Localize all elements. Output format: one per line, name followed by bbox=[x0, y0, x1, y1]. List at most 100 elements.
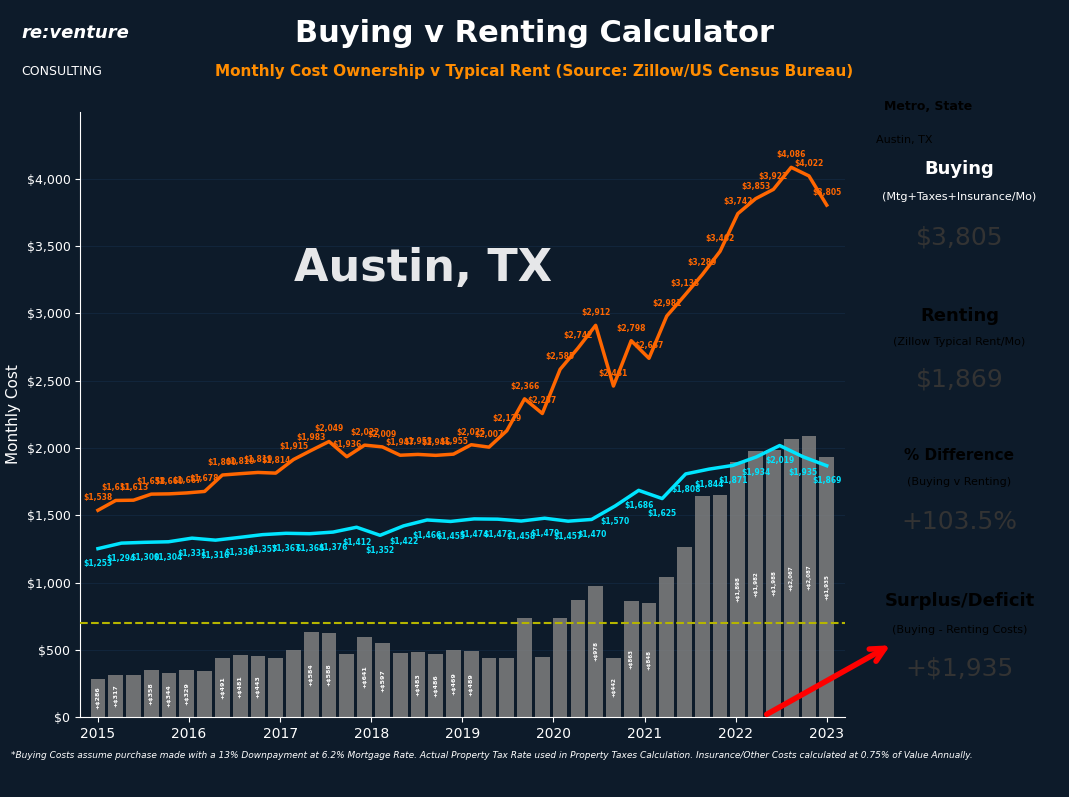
Text: Surplus/Deficit: Surplus/Deficit bbox=[884, 592, 1035, 610]
Bar bbox=[340, 654, 354, 717]
Text: +$1,935: +$1,935 bbox=[824, 574, 830, 600]
Text: % Difference: % Difference bbox=[904, 449, 1014, 463]
Text: $1,953: $1,953 bbox=[403, 438, 433, 446]
Text: $1,336: $1,336 bbox=[224, 548, 253, 557]
Text: $1,300: $1,300 bbox=[130, 553, 159, 562]
Text: +$286: +$286 bbox=[95, 687, 100, 709]
Text: $2,019: $2,019 bbox=[765, 457, 794, 465]
Text: $1,946: $1,946 bbox=[421, 438, 450, 447]
Text: +$597: +$597 bbox=[379, 669, 385, 692]
Bar bbox=[713, 495, 728, 717]
Bar bbox=[161, 673, 176, 717]
Text: +$2,087: +$2,087 bbox=[806, 564, 811, 590]
Text: $3,922: $3,922 bbox=[759, 172, 788, 181]
Text: +$2,067: +$2,067 bbox=[789, 565, 793, 591]
Text: $2,257: $2,257 bbox=[528, 396, 557, 406]
Text: Monthly Cost Ownership v Typical Rent (Source: Zillow/US Census Bureau): Monthly Cost Ownership v Typical Rent (S… bbox=[216, 65, 853, 79]
Text: $3,133: $3,133 bbox=[670, 278, 699, 288]
Text: +$491: +$491 bbox=[220, 676, 224, 699]
Text: (Buying v Renting): (Buying v Renting) bbox=[908, 477, 1011, 487]
Text: $4,086: $4,086 bbox=[776, 150, 806, 159]
Text: $1,915: $1,915 bbox=[279, 442, 308, 451]
Text: +$329: +$329 bbox=[184, 682, 189, 705]
Text: $1,331: $1,331 bbox=[177, 549, 206, 558]
Bar bbox=[748, 450, 763, 717]
Bar bbox=[730, 461, 745, 717]
Text: $1,678: $1,678 bbox=[190, 474, 219, 483]
Text: $1,934: $1,934 bbox=[742, 468, 771, 477]
Text: $1,364: $1,364 bbox=[295, 544, 324, 553]
Text: $1,316: $1,316 bbox=[201, 551, 230, 560]
Bar bbox=[464, 651, 479, 717]
Text: $1,667: $1,667 bbox=[172, 476, 202, 485]
Text: $1,935: $1,935 bbox=[789, 468, 818, 477]
Text: $1,983: $1,983 bbox=[296, 434, 326, 442]
Text: $2,366: $2,366 bbox=[510, 382, 539, 391]
Text: $2,025: $2,025 bbox=[456, 428, 485, 437]
Text: $1,570: $1,570 bbox=[601, 516, 630, 526]
Text: $3,805: $3,805 bbox=[916, 225, 1003, 249]
Text: $1,457: $1,457 bbox=[554, 532, 583, 541]
Text: $1,412: $1,412 bbox=[342, 538, 371, 547]
Text: Austin, TX: Austin, TX bbox=[294, 247, 553, 290]
Text: Metro, State: Metro, State bbox=[884, 100, 973, 112]
Bar bbox=[695, 496, 710, 717]
Text: re:venture: re:venture bbox=[21, 25, 129, 42]
Y-axis label: Monthly Cost: Monthly Cost bbox=[6, 364, 21, 465]
Text: $1,814: $1,814 bbox=[261, 456, 291, 465]
Text: $3,853: $3,853 bbox=[741, 182, 771, 190]
Text: $2,798: $2,798 bbox=[617, 324, 646, 332]
Bar bbox=[144, 669, 158, 717]
Bar bbox=[286, 650, 300, 717]
Text: $1,479: $1,479 bbox=[530, 529, 559, 538]
Bar bbox=[784, 439, 799, 717]
Text: $1,844: $1,844 bbox=[695, 480, 724, 489]
Bar bbox=[233, 655, 248, 717]
Bar bbox=[499, 658, 514, 717]
Bar bbox=[446, 650, 461, 717]
Text: +$358: +$358 bbox=[149, 682, 154, 705]
Text: +$486: +$486 bbox=[433, 674, 438, 697]
Text: $2,049: $2,049 bbox=[314, 425, 343, 434]
Bar bbox=[91, 679, 106, 717]
Text: $1,658: $1,658 bbox=[137, 477, 166, 486]
Bar bbox=[268, 658, 283, 717]
Text: +$1,982: +$1,982 bbox=[754, 571, 758, 597]
Text: $1,538: $1,538 bbox=[83, 493, 112, 502]
Text: $1,422: $1,422 bbox=[389, 536, 418, 546]
Text: $1,625: $1,625 bbox=[648, 509, 677, 518]
Text: $2,461: $2,461 bbox=[599, 369, 629, 378]
Text: $2,742: $2,742 bbox=[563, 331, 592, 340]
Text: $2,007: $2,007 bbox=[475, 430, 503, 439]
Text: $1,800: $1,800 bbox=[207, 458, 237, 467]
Bar bbox=[108, 674, 123, 717]
Text: $1,955: $1,955 bbox=[439, 437, 468, 446]
Text: $1,936: $1,936 bbox=[332, 440, 361, 449]
Text: +$978: +$978 bbox=[593, 642, 599, 662]
Text: +$442: +$442 bbox=[610, 677, 616, 697]
Text: (Zillow Typical Rent/Mo): (Zillow Typical Rent/Mo) bbox=[894, 337, 1025, 347]
Text: $1,611: $1,611 bbox=[102, 483, 130, 493]
Bar bbox=[606, 658, 621, 717]
Bar bbox=[534, 657, 549, 717]
Bar bbox=[392, 654, 407, 717]
Bar bbox=[375, 643, 390, 717]
Text: +103.5%: +103.5% bbox=[901, 510, 1018, 534]
Text: $4,022: $4,022 bbox=[794, 159, 823, 168]
Bar bbox=[802, 437, 817, 717]
Text: $2,912: $2,912 bbox=[582, 308, 610, 317]
Text: +$489: +$489 bbox=[468, 673, 474, 696]
Text: $2,129: $2,129 bbox=[492, 414, 522, 422]
Text: $1,474: $1,474 bbox=[460, 530, 489, 539]
Bar bbox=[180, 670, 195, 717]
Text: $1,869: $1,869 bbox=[915, 367, 1004, 391]
Text: +$848: +$848 bbox=[647, 650, 651, 670]
Text: $1,686: $1,686 bbox=[624, 501, 653, 510]
Bar bbox=[322, 633, 337, 717]
Bar bbox=[250, 656, 265, 717]
Text: +$481: +$481 bbox=[237, 675, 243, 697]
Text: $3,805: $3,805 bbox=[812, 188, 841, 197]
Text: $3,462: $3,462 bbox=[706, 234, 734, 243]
Bar bbox=[624, 601, 638, 717]
Text: $1,660: $1,660 bbox=[154, 477, 184, 486]
